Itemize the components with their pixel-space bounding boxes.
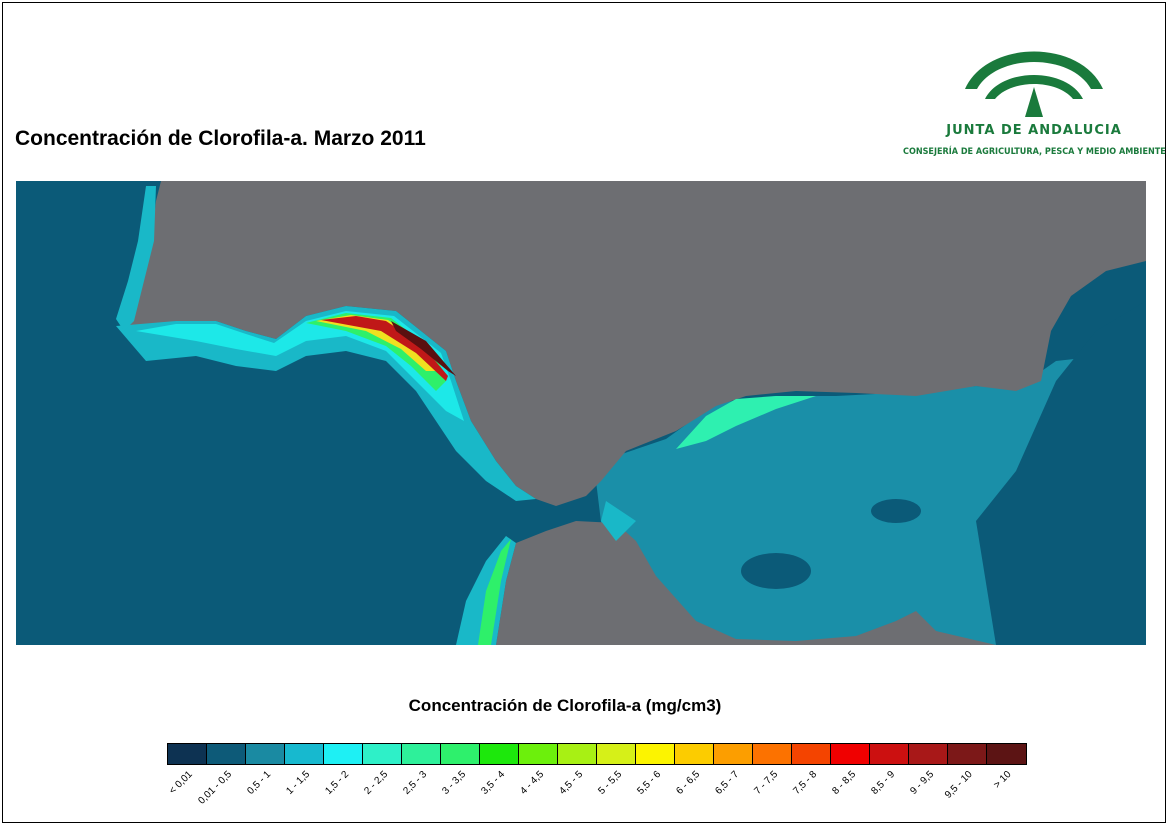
legend-swatch [519,744,558,764]
eastern-dark-water [976,301,1146,645]
legend-swatch [792,744,831,764]
map-title: Concentración de Clorofila-a. Marzo 2011 [15,127,426,150]
legend-label: 7 - 7,5 [751,769,780,797]
legend-label: 1 - 1,5 [283,769,312,797]
africa-land [496,521,996,645]
coastal-band-6 [391,321,456,376]
legend-label: 1,5 - 2 [322,769,351,797]
legend-label: 5 - 5,5 [595,769,624,797]
legend-label: 9,5 - 10 [942,769,975,801]
junta-arches-icon [965,51,1103,117]
legend-label: 9 - 9,5 [907,769,936,797]
legend-swatch [441,744,480,764]
legend-swatch [558,744,597,764]
alboran-coast-band [676,396,816,449]
legend-swatch [285,744,324,764]
legend-swatch [987,744,1026,764]
legend-swatch [363,744,402,764]
legend-swatch [948,744,987,764]
dark-patch-2 [871,499,921,523]
legend-label: 0,01 - 0,5 [195,769,234,807]
legend-swatch [753,744,792,764]
legend-swatch [597,744,636,764]
legend-color-bar [167,743,1027,765]
map-raster [16,181,1146,645]
morocco-coast-inner [478,539,511,645]
dark-patch-1 [741,553,811,589]
legend-swatch [831,744,870,764]
legend-swatch [480,744,519,764]
legend-label: 4 - 4,5 [517,769,546,797]
logo-department: CONSEJERÍA DE AGRICULTURA, PESCA Y MEDIO… [903,147,1166,157]
chlorophyll-map [16,181,1146,645]
iberia-land [126,181,1146,506]
legend-label: 0,5 - 1 [244,769,273,797]
legend-swatch [675,744,714,764]
legend-label: 3 - 3,5 [439,769,468,797]
legend-label: 5,5 - 6 [634,769,663,797]
portugal-coast [116,186,156,331]
legend-label: 2 - 2,5 [361,769,390,797]
legend-label: 8,5 - 9 [868,769,897,797]
logo-name: JUNTA DE ANDALUCIA [946,123,1122,138]
legend-labels: < 0,01 0,01 - 0,5 0,5 - 1 1 - 1,5 1,5 - 2 2 -… [167,769,1025,819]
legend-swatch [168,744,207,764]
legend-swatch [207,744,246,764]
legend-label: 3,5 - 4 [478,769,507,797]
legend-label: 7,5 - 8 [790,769,819,797]
legend-label: 6 - 6,5 [673,769,702,797]
legend-label: < 0,01 [166,769,195,797]
legend-swatch [402,744,441,764]
legend-swatch [324,744,363,764]
legend-label: > 10 [991,769,1014,791]
legend-swatch [870,744,909,764]
legend-swatch [714,744,753,764]
legend-swatch [246,744,285,764]
junta-logo: JUNTA DE ANDALUCIA CONSEJERÍA DE AGRICUL… [903,37,1166,163]
ceuta-band [601,501,636,541]
legend-swatch [636,744,675,764]
legend-swatch [909,744,948,764]
legend-label: 6,5 - 7 [712,769,741,797]
legend-label: 8 - 8,5 [829,769,858,797]
legend-title: Concentración de Clorofila-a (mg/cm3) [408,696,722,715]
legend-label: 4,5 - 5 [556,769,585,797]
legend-label: 2,5 - 3 [400,769,429,797]
